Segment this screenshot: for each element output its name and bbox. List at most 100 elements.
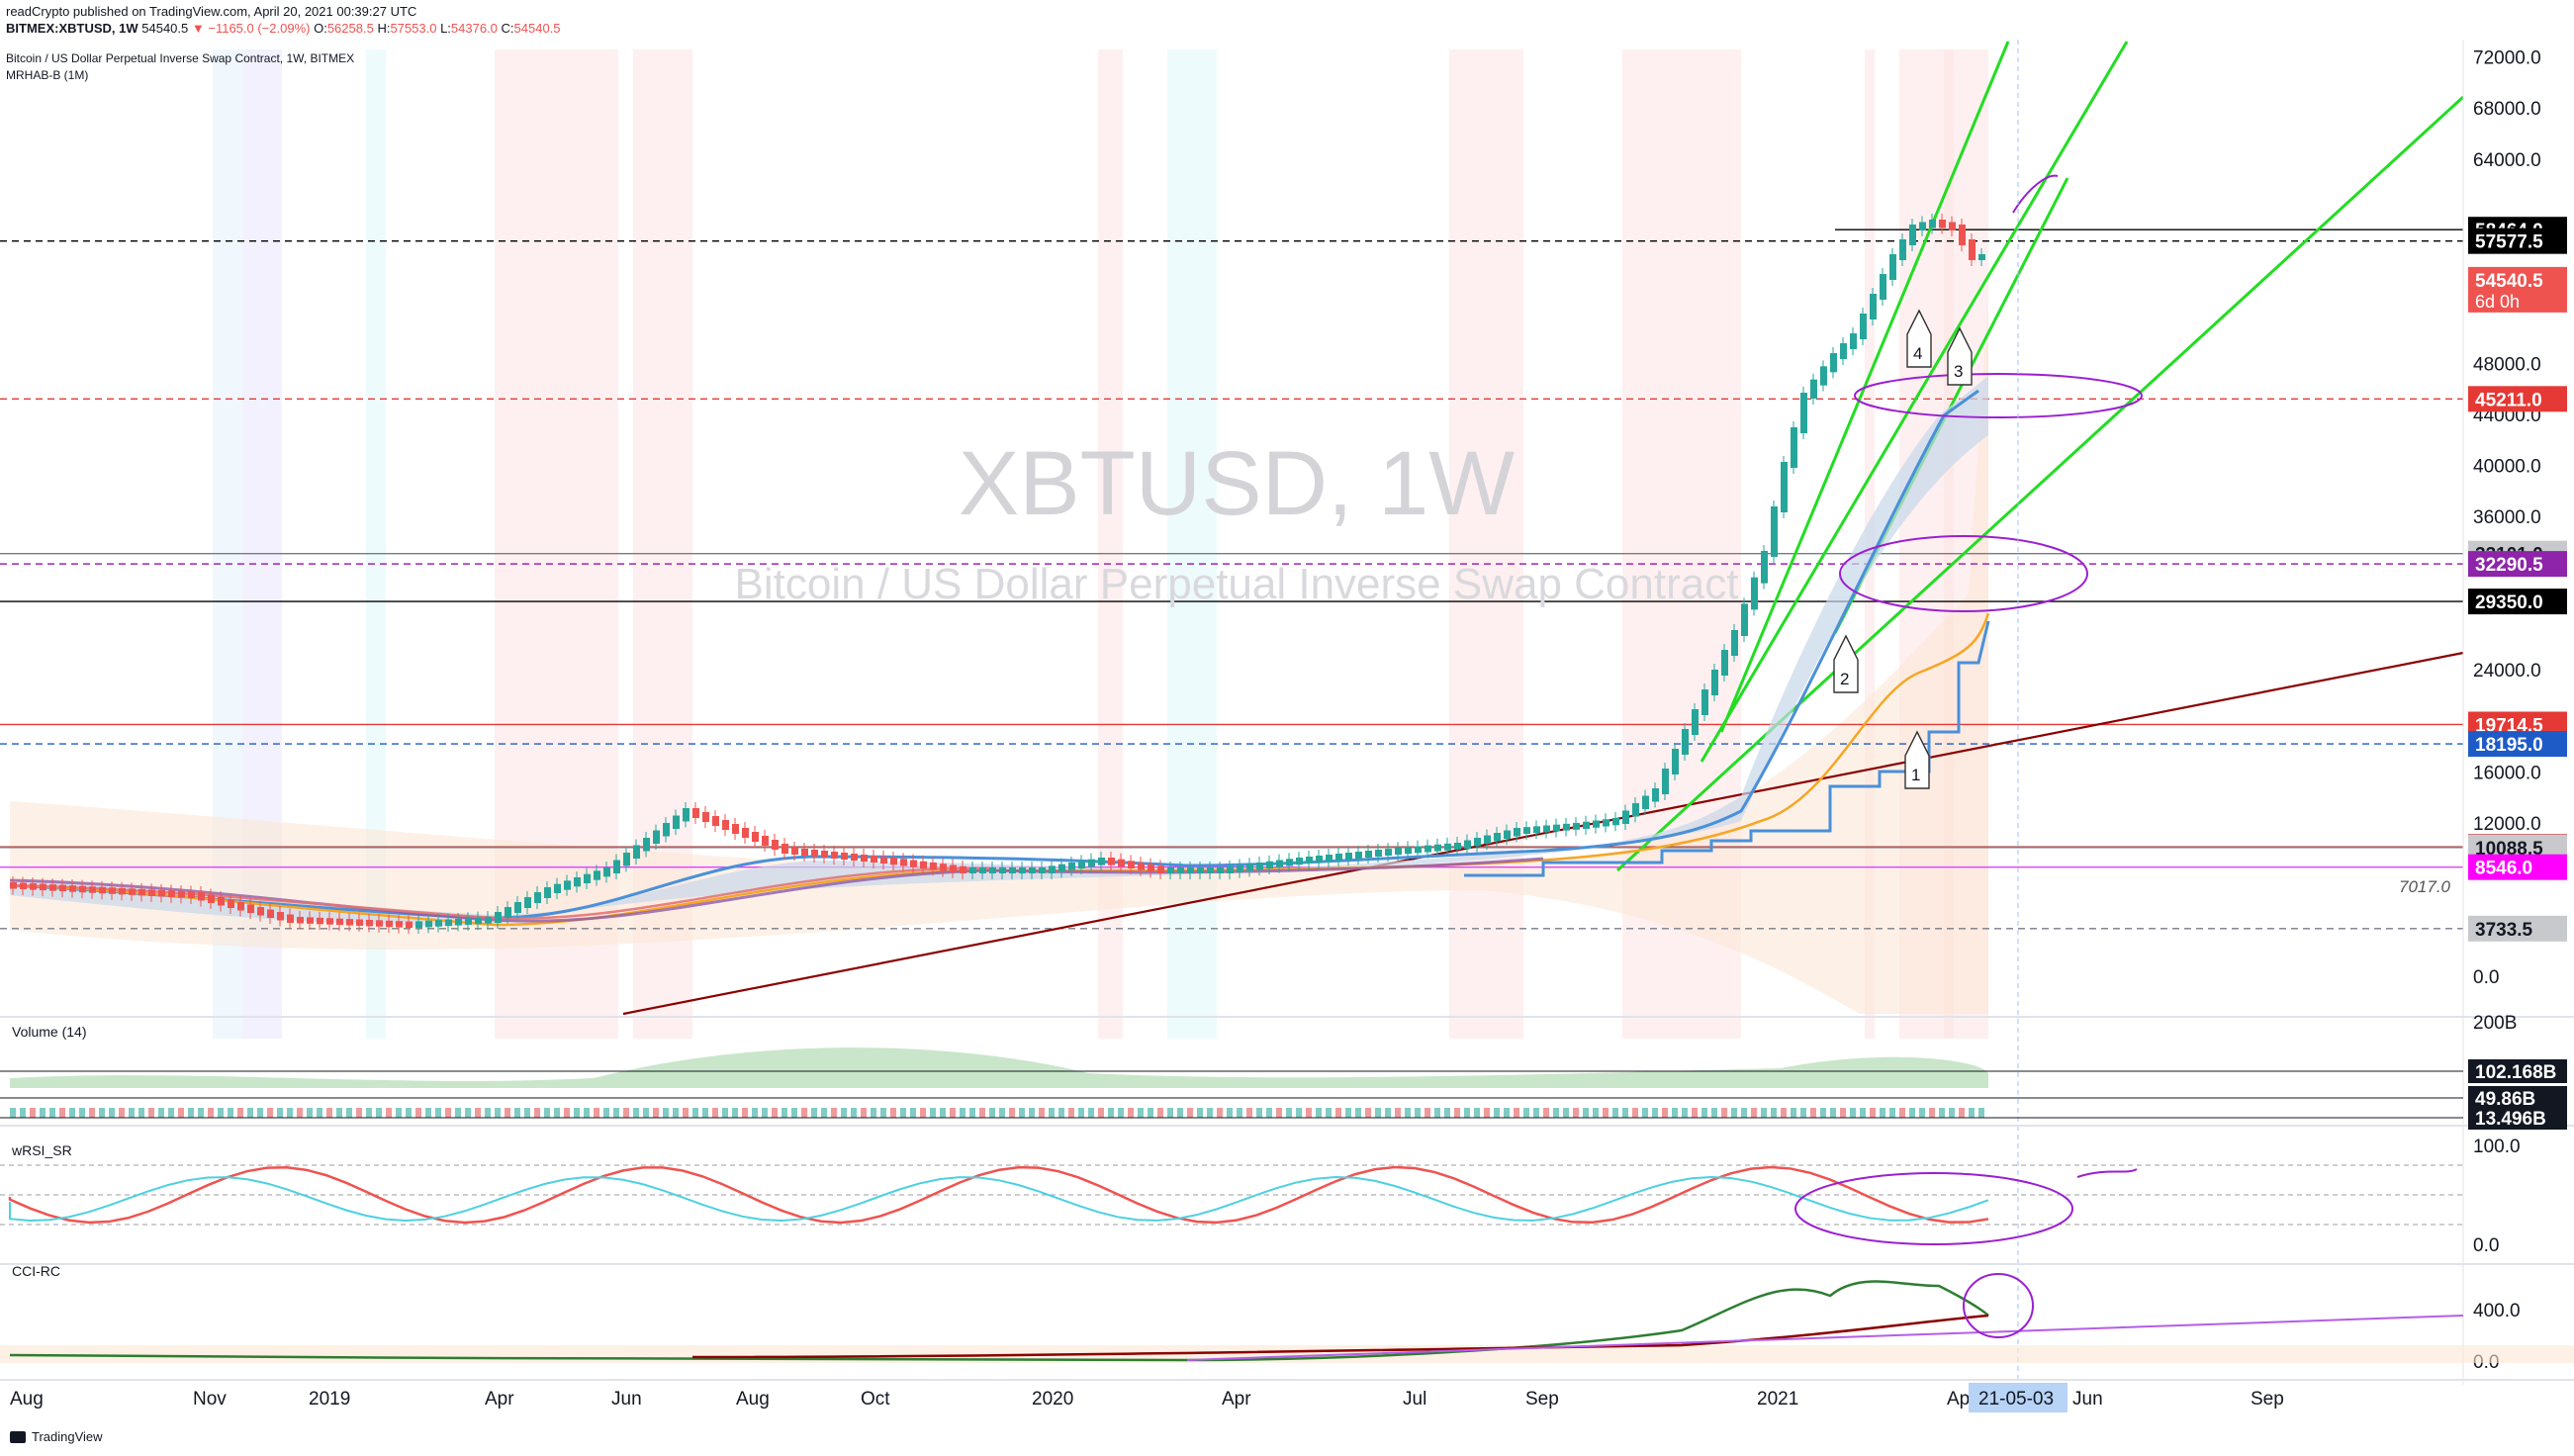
candle-body-2: [30, 883, 37, 890]
volume-bar-250: [247, 1108, 253, 1118]
volume-bar-1240: [1227, 1108, 1233, 1118]
candle-body-77: [772, 840, 779, 850]
level-badge-text-8: 18195.0: [2475, 735, 2543, 756]
time-axis-label-10: Sep: [1525, 1389, 1559, 1410]
volume-bar-1180: [1167, 1108, 1173, 1118]
volume-bar-480: [475, 1108, 481, 1118]
candle-body-21: [218, 897, 225, 906]
candle-body-68: [683, 808, 689, 822]
volume-bar-190: [188, 1108, 194, 1118]
volume-bar-1120: [1108, 1108, 1114, 1118]
volume-bar-1440: [1425, 1108, 1430, 1118]
ohlc-open-key: O:: [314, 21, 327, 36]
candle-body-113: [1128, 861, 1135, 868]
signal-band-11: [366, 49, 386, 1039]
volume-bar-1580: [1563, 1108, 1569, 1118]
volume-bar-880: [871, 1108, 876, 1118]
volume-bar-1400: [1385, 1108, 1391, 1118]
price-axis-tick-7: 24000.0: [2473, 661, 2541, 682]
price-axis-tick-3: 48000.0: [2473, 354, 2541, 375]
candle-body-199: [1978, 254, 1985, 260]
candle-body-134: [1335, 854, 1342, 861]
volume-axis-tick-0: 200B: [2473, 1013, 2517, 1034]
candle-body-128: [1276, 860, 1283, 867]
volume-bar-760: [752, 1108, 758, 1118]
callout-label-4: 4: [1913, 344, 1922, 363]
mark-arrow-top: [2012, 174, 2059, 214]
volume-bar-1280: [1266, 1108, 1272, 1118]
candle-body-67: [673, 815, 680, 829]
watermark-symbol: XBTUSD, 1W: [959, 433, 1515, 534]
candle-body-100: [999, 867, 1006, 873]
candle-body-54: [544, 887, 551, 898]
annotation-7017: 7017.0: [2399, 877, 2451, 896]
volume-cloud: [10, 1047, 1988, 1088]
candle-body-167: [1662, 769, 1669, 794]
candle-body-188: [1870, 294, 1877, 319]
volume-bar-220: [218, 1108, 224, 1118]
volume-bar-1890: [1870, 1108, 1876, 1118]
volume-bar-540: [534, 1108, 540, 1118]
volume-bar-460: [455, 1108, 461, 1118]
candle-body-152: [1514, 828, 1520, 837]
volume-bar-1920: [1899, 1108, 1905, 1118]
volume-bar-1940: [1919, 1108, 1925, 1118]
candle-body-95: [950, 864, 957, 872]
candle-body-1: [20, 882, 27, 890]
time-axis-label-3: Apr: [485, 1389, 514, 1410]
candles-group: [10, 214, 1985, 934]
level-badge-5: [2468, 551, 2567, 578]
volume-bar-440: [435, 1108, 441, 1118]
candle-body-174: [1731, 630, 1738, 656]
volume-bar-1110: [1098, 1108, 1104, 1118]
candle-body-64: [643, 838, 650, 852]
time-axis-label-5: Aug: [736, 1389, 770, 1410]
volume-bar-930: [920, 1108, 926, 1118]
price-axis-tick-10: 0.0: [2473, 967, 2499, 988]
candle-body-20: [208, 894, 215, 903]
candle-body-118: [1177, 867, 1184, 873]
cci-band: [0, 1345, 2574, 1363]
time-axis-label-4: Jun: [611, 1389, 642, 1410]
volume-bar-90: [89, 1108, 95, 1118]
volume-bar-1250: [1237, 1108, 1242, 1118]
time-axis-label-13: Jun: [2072, 1389, 2103, 1410]
volume-bar-750: [742, 1108, 748, 1118]
candle-body-169: [1682, 729, 1689, 755]
candle-body-31: [317, 917, 323, 925]
volume-bar-860: [851, 1108, 857, 1118]
volume-bar-1350: [1335, 1108, 1341, 1118]
volume-bar-620: [613, 1108, 619, 1118]
candle-body-72: [722, 820, 729, 830]
candle-body-131: [1306, 857, 1313, 864]
candle-body-85: [851, 854, 858, 861]
cci-trendline: [1186, 1315, 2464, 1361]
candle-body-56: [564, 880, 571, 890]
candle-body-116: [1157, 865, 1164, 873]
candle-body-123: [1227, 865, 1234, 873]
volume-bar-380: [376, 1108, 382, 1118]
candle-body-153: [1523, 827, 1530, 834]
volume-bar-780: [772, 1108, 778, 1118]
volume-bar-810: [801, 1108, 807, 1118]
last-price: 54540.5: [141, 21, 189, 36]
time-axis-label-9: Jul: [1403, 1389, 1426, 1410]
candle-body-23: [237, 902, 244, 911]
volume-bar-1150: [1138, 1108, 1144, 1118]
volume-bar-1460: [1444, 1108, 1450, 1118]
candle-body-35: [356, 919, 363, 926]
candle-body-63: [633, 845, 640, 859]
candle-body-165: [1642, 795, 1649, 809]
candle-body-184: [1830, 353, 1837, 373]
candle-body-132: [1316, 856, 1323, 863]
candle-body-161: [1603, 819, 1609, 827]
volume-bar-1900: [1880, 1108, 1885, 1118]
volume-bar-690: [683, 1108, 689, 1118]
volume-bar-1330: [1316, 1108, 1322, 1118]
candle-body-9: [99, 886, 106, 894]
callout-4: [1906, 309, 1932, 368]
candle-body-40: [406, 921, 413, 928]
volume-bar-1510: [1494, 1108, 1500, 1118]
candle-body-13: [138, 888, 145, 896]
